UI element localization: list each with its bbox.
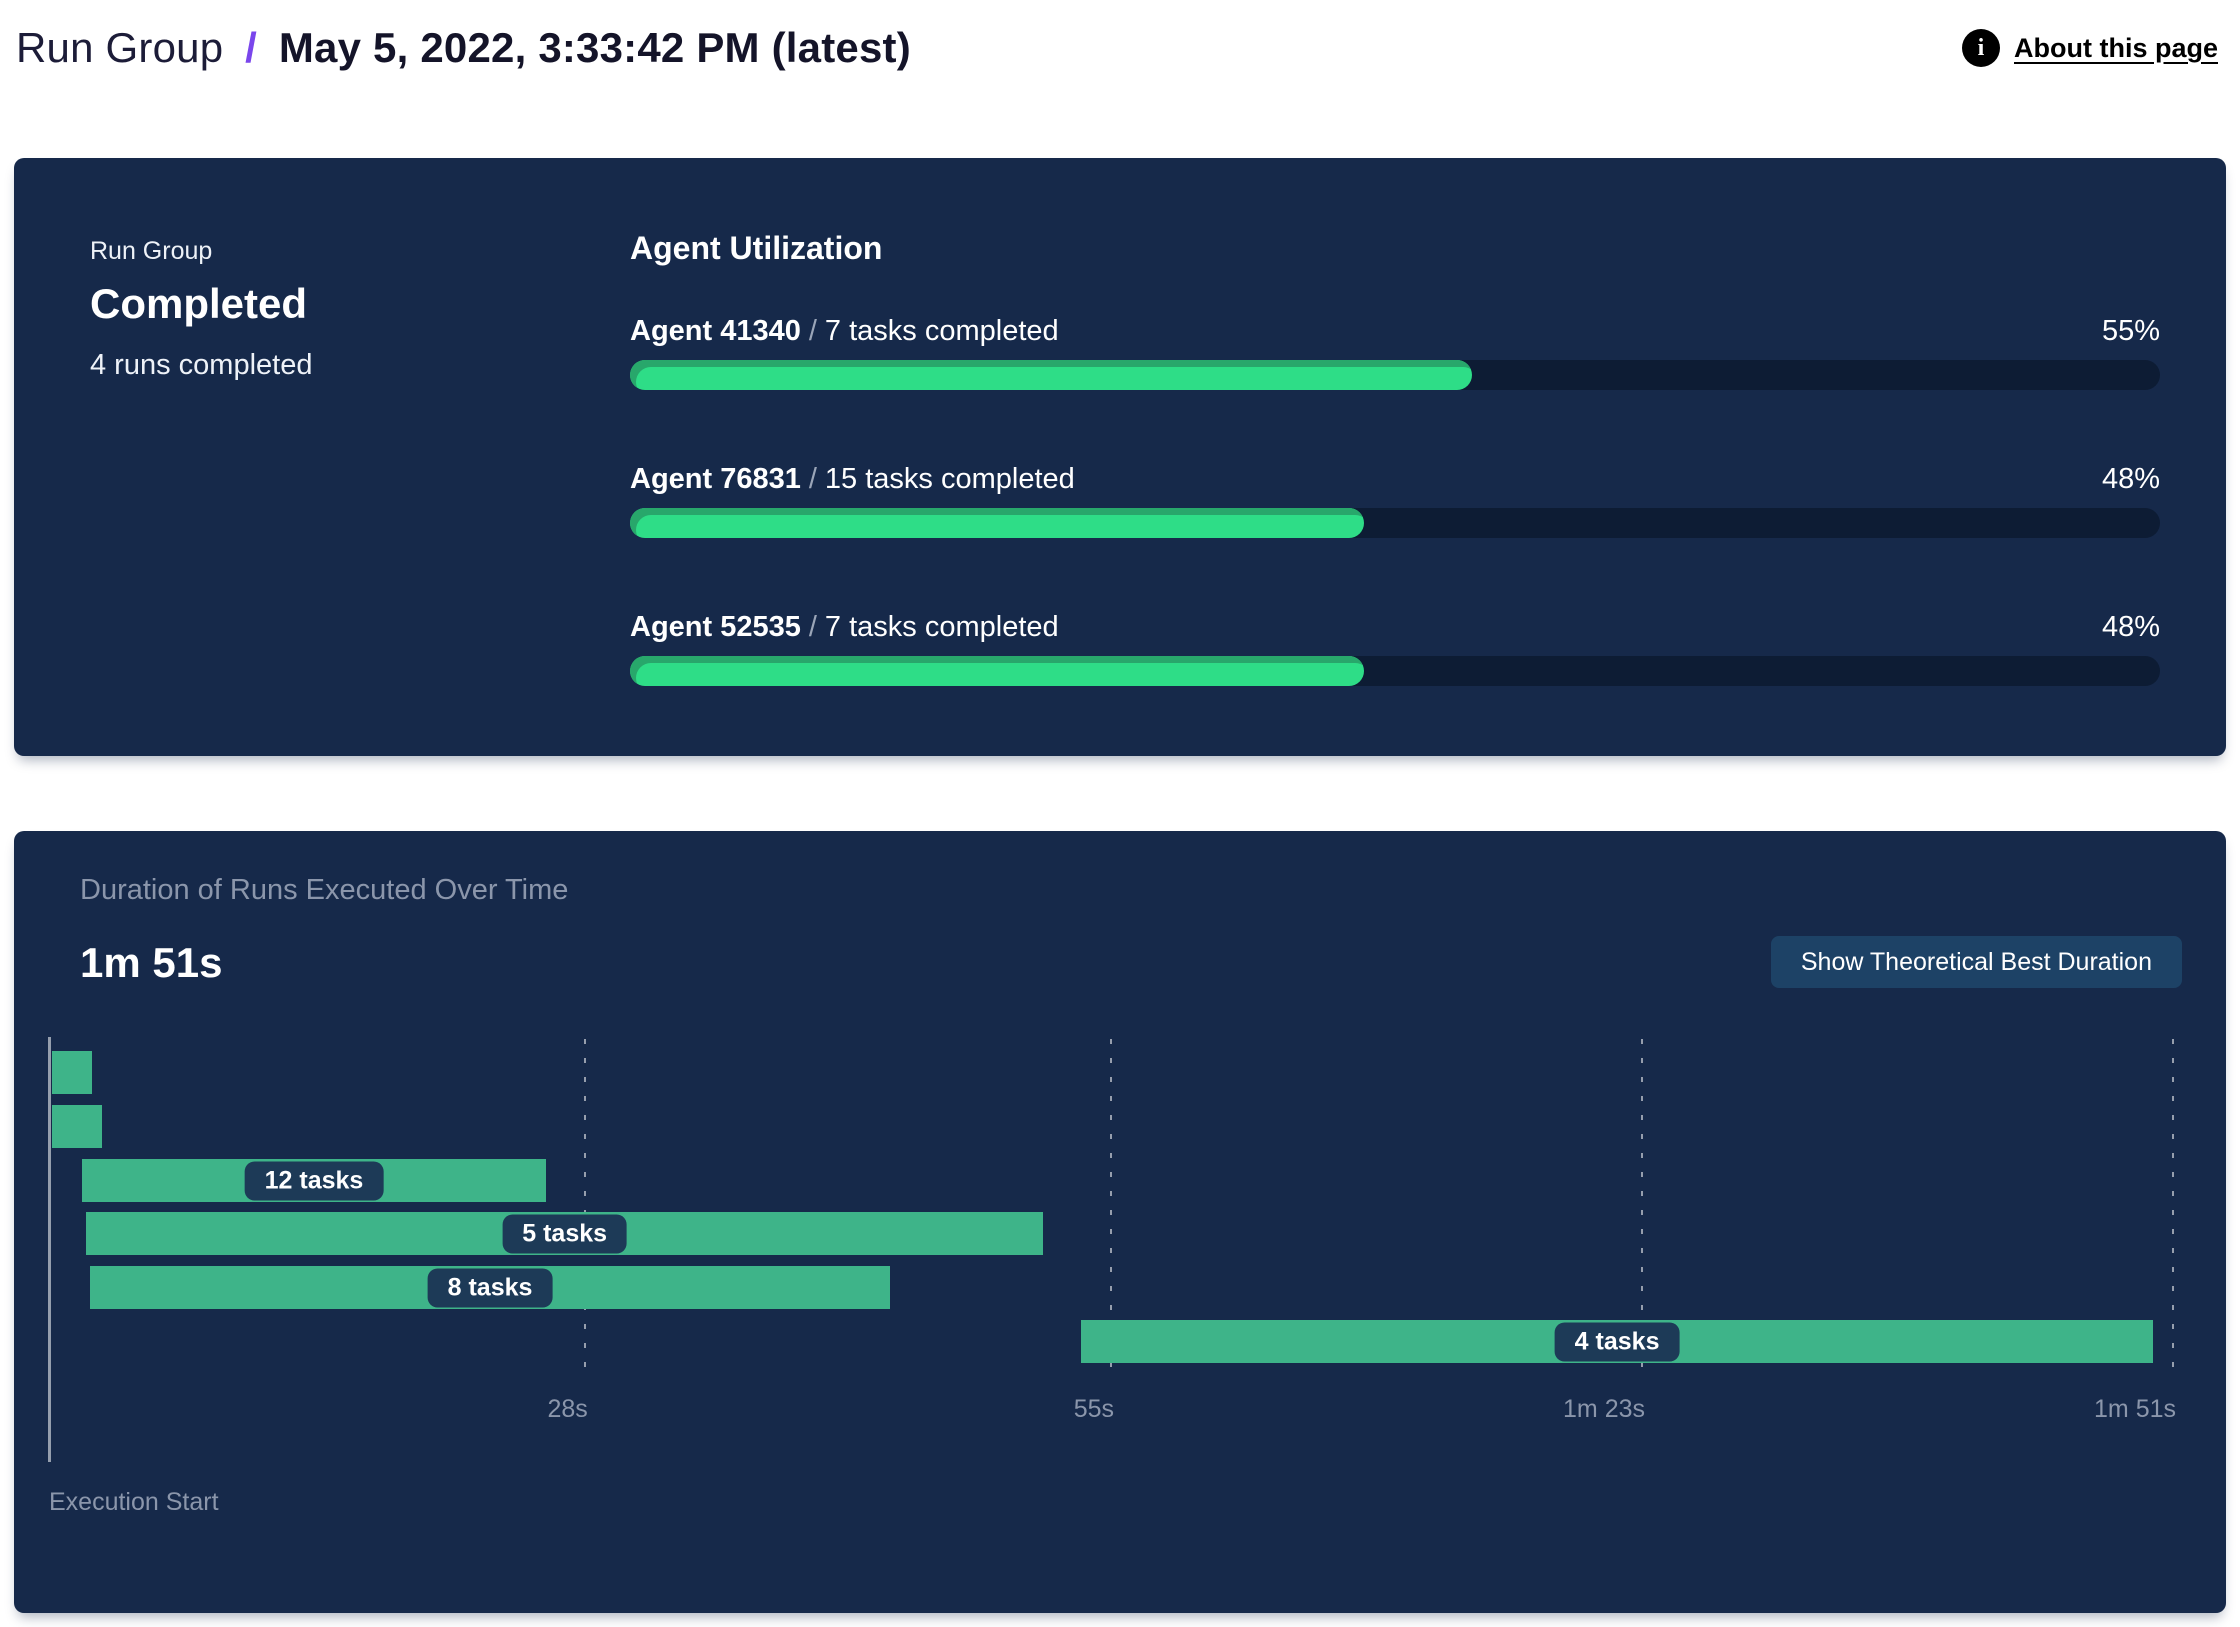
gantt-run-task-count-pill: 5 tasks [502, 1214, 628, 1253]
agent-label-line: Agent 52535/7 tasks completed 48% [630, 610, 2160, 644]
runs-completed-text: 4 runs completed [90, 349, 313, 381]
info-icon[interactable]: i [1962, 29, 2000, 67]
gantt-axis-tick-label: 1m 51s [2094, 1395, 2176, 1423]
execution-start-axis-line [48, 1037, 51, 1462]
gantt-gridline [1641, 1039, 1643, 1376]
gantt-run-bar: 8 tasks [90, 1266, 890, 1309]
run-group-status-value: Completed [90, 280, 308, 327]
agent-utilization-row: Agent 76831/15 tasks completed 48% [630, 462, 2160, 538]
agent-tasks-completed: 15 tasks completed [824, 463, 1075, 495]
gantt-run-bar: 4 tasks [1081, 1320, 2153, 1363]
agent-label: Agent 76831/15 tasks completed [630, 462, 1075, 496]
agent-utilization-percent: 48% [2101, 463, 2160, 495]
total-duration-value: 1m 51s [80, 939, 223, 986]
agent-utilization-row: Agent 41340/7 tasks completed 55% [630, 314, 2160, 390]
agent-utilization-percent: 55% [2101, 315, 2160, 347]
about-this-page-link[interactable]: About this page [2014, 32, 2218, 63]
agent-name: Agent 52535 [630, 611, 801, 643]
about-this-page[interactable]: i About this page [1962, 29, 2218, 67]
agent-utilization-row: Agent 52535/7 tasks completed 48% [630, 610, 2160, 686]
agent-utilization-fill [630, 360, 1472, 390]
agent-name: Agent 41340 [630, 315, 801, 347]
agent-utilization-title: Agent Utilization [630, 230, 883, 266]
gantt-axis-tick-label: 28s [547, 1395, 588, 1423]
gantt-axis-tick-label: 55s [1073, 1395, 1114, 1423]
gantt-run-bar: 5 tasks [86, 1212, 1044, 1255]
agent-utilization-track [630, 508, 2160, 538]
page-header: Run Group / May 5, 2022, 3:33:42 PM (lat… [16, 20, 2224, 76]
agent-label: Agent 41340/7 tasks completed [630, 314, 1059, 348]
agent-utilization-list: Agent 41340/7 tasks completed 55% Agent … [630, 314, 2160, 686]
page-title: May 5, 2022, 3:33:42 PM (latest) [278, 24, 911, 71]
duration-chart-title: Duration of Runs Executed Over Time [80, 874, 569, 906]
duration-panel: Duration of Runs Executed Over Time 1m 5… [14, 831, 2226, 1613]
run-group-status: Run Group Completed 4 runs completed [90, 216, 630, 686]
gantt-gridline [2172, 1039, 2174, 1376]
breadcrumb: Run Group / May 5, 2022, 3:33:42 PM (lat… [16, 20, 911, 76]
run-group-label: Run Group [90, 237, 213, 265]
agent-utilization-section: Agent Utilization Agent 41340/7 tasks co… [630, 216, 2160, 686]
agent-tasks-completed: 7 tasks completed [824, 315, 1059, 347]
agent-label: Agent 52535/7 tasks completed [630, 610, 1059, 644]
agent-utilization-percent: 48% [2101, 611, 2160, 643]
gantt-run-bar [51, 1051, 92, 1094]
breadcrumb-separator: / [245, 24, 257, 71]
agent-label-line: Agent 41340/7 tasks completed 55% [630, 314, 2160, 348]
agent-utilization-fill [630, 508, 1365, 538]
agent-label-line: Agent 76831/15 tasks completed 48% [630, 462, 2160, 496]
agent-label-separator: / [808, 315, 817, 347]
agent-utilization-track [630, 360, 2160, 390]
agent-utilization-track [630, 656, 2160, 686]
agent-tasks-completed: 7 tasks completed [824, 611, 1059, 643]
gantt-chart: 28s 55s 1m 23s 1m 51s 12 tasks 5 tasks 8… [48, 1037, 2176, 1462]
run-group-panel: Run Group Completed 4 runs completed Age… [14, 158, 2226, 756]
gantt-gridline [1110, 1039, 1112, 1376]
agent-utilization-fill [630, 656, 1365, 686]
show-theoretical-best-duration-button[interactable]: Show Theoretical Best Duration [1770, 936, 2182, 988]
agent-label-separator: / [808, 611, 817, 643]
gantt-gridline [583, 1039, 586, 1376]
breadcrumb-root: Run Group [16, 24, 224, 71]
gantt-run-bar [51, 1105, 102, 1148]
gantt-run-task-count-pill: 12 tasks [244, 1161, 384, 1200]
gantt-run-task-count-pill: 4 tasks [1554, 1322, 1680, 1361]
gantt-axis-tick-label: 1m 23s [1563, 1395, 1645, 1423]
agent-label-separator: / [808, 463, 817, 495]
gantt-run-bar: 12 tasks [82, 1159, 546, 1202]
execution-start-label: Execution Start [49, 1488, 219, 1516]
gantt-run-task-count-pill: 8 tasks [427, 1268, 553, 1307]
agent-name: Agent 76831 [630, 463, 801, 495]
